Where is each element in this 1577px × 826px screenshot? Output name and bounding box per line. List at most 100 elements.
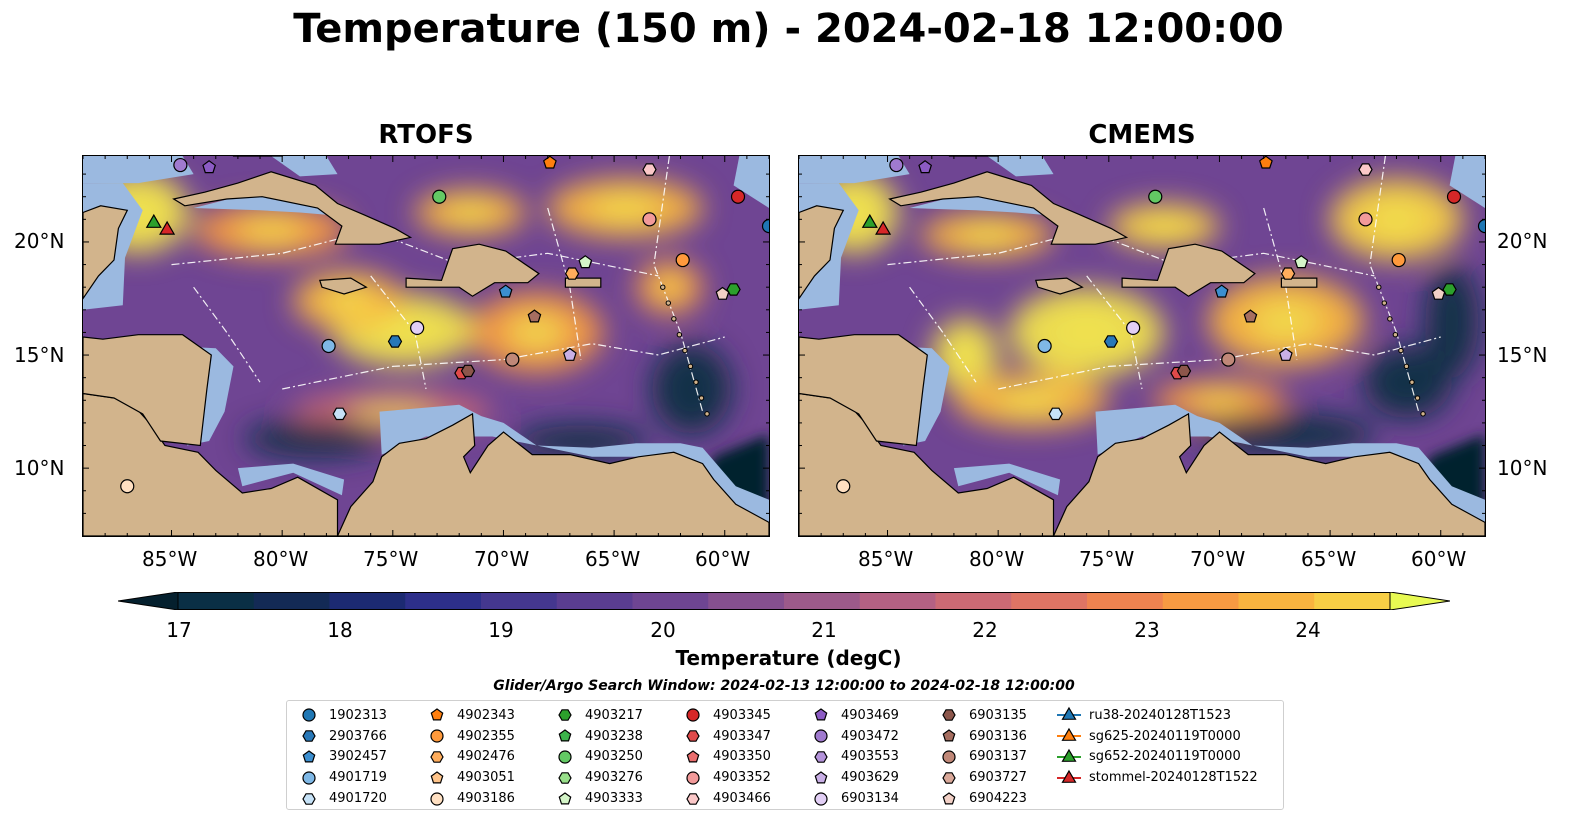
colorbar-segment — [253, 592, 330, 610]
marker-4903333 — [1294, 255, 1309, 269]
legend-label: 4903051 — [457, 770, 515, 786]
legend-float-marker — [942, 750, 956, 764]
legend-label: 6904223 — [969, 791, 1027, 807]
legend-float-marker — [814, 751, 828, 763]
island — [1381, 300, 1388, 306]
legend-glider-marker — [1061, 769, 1077, 783]
legend-float-marker — [558, 729, 572, 742]
legend-label: 6903135 — [969, 707, 1027, 723]
colorbar-segment — [1087, 592, 1164, 610]
colorbar-tick: 17 — [166, 618, 192, 642]
marker-4902476 — [1280, 267, 1296, 280]
land-area — [564, 277, 602, 288]
legend-marker — [1057, 748, 1081, 762]
shelf-area — [83, 156, 194, 184]
legend-marker — [1057, 727, 1081, 742]
island — [698, 395, 705, 401]
shelf-area — [379, 404, 769, 523]
legend-label: 6903137 — [969, 749, 1027, 765]
marker-4903250 — [1148, 189, 1163, 204]
colorbar-tick: 22 — [972, 618, 998, 642]
legend-float-marker — [942, 729, 956, 742]
marker-4903345 — [1446, 189, 1462, 204]
marker-6903134 — [1126, 320, 1141, 336]
legend-label: 4903472 — [841, 728, 899, 744]
legend-marker — [1057, 707, 1081, 721]
legend-column: 4902343 4902355 4902476 4903051 4903186 — [423, 705, 515, 809]
legend-float-marker — [430, 729, 444, 743]
colorbar-under-extend — [117, 591, 179, 611]
legend-item: 4903469 — [807, 705, 899, 726]
legend-item: 4902355 — [423, 726, 515, 747]
legend-label: 4902476 — [457, 749, 515, 765]
colorbar-segment — [329, 592, 406, 610]
legend-column: ru38-20240128T1523 sg625-20240119T0000 sg6… — [1055, 705, 1258, 788]
legend-item: sg625-20240119T0000 — [1055, 726, 1258, 747]
land-area — [318, 277, 368, 295]
legend-label: 4902355 — [457, 728, 515, 744]
legend-item: 4903238 — [551, 726, 643, 747]
legend-item: 3902457 — [295, 747, 387, 768]
lat-tick-left-20: 20°N — [14, 229, 65, 253]
shelf-area — [799, 156, 910, 184]
marker-6903134 — [410, 320, 425, 336]
colorbar-tick: 19 — [488, 618, 514, 642]
lat-tick-right-20: 20°N — [1497, 229, 1548, 253]
legend-marker — [558, 771, 572, 784]
legend-float-marker — [302, 771, 316, 785]
lon-tick-rtofs-65: 65°W — [585, 547, 641, 571]
legend-item: 6903135 — [935, 705, 1027, 726]
legend-marker — [302, 708, 316, 722]
legend-label: 3902457 — [329, 749, 387, 765]
legend-marker — [302, 771, 316, 785]
colorbar-segment — [556, 592, 633, 610]
marker-6903135 — [1176, 364, 1192, 378]
legend-item: stommel-20240128T1522 — [1055, 767, 1258, 788]
legend-marker — [558, 709, 572, 722]
legend-item: 4903350 — [679, 747, 771, 768]
boundary-line — [653, 156, 704, 412]
legend-label: 4903250 — [585, 749, 643, 765]
legend-item: 4903629 — [807, 767, 899, 788]
marker-4903469 — [918, 160, 933, 174]
legend-float-marker — [686, 708, 700, 722]
legend-item: sg652-20240119T0000 — [1055, 747, 1258, 768]
boundary-line — [193, 286, 261, 383]
legend-marker — [942, 709, 956, 722]
legend-label: 4903345 — [713, 707, 771, 723]
marker-4903186 — [836, 479, 851, 494]
legend-item: 4903250 — [551, 747, 643, 768]
colorbar-tick: 18 — [327, 618, 353, 642]
legend-item: 4903466 — [679, 788, 771, 809]
colorbar-segment — [935, 592, 1012, 610]
marker-4902355 — [675, 252, 690, 268]
legend-label: 4903553 — [841, 749, 899, 765]
marker-4903333 — [578, 255, 593, 269]
lon-tick-cmems-60: 60°W — [1411, 547, 1467, 571]
lon-tick-rtofs-60: 60°W — [695, 547, 751, 571]
island — [704, 411, 710, 417]
island — [1420, 411, 1426, 417]
legend-item: 4903472 — [807, 726, 899, 747]
legend-label: stommel-20240128T1522 — [1089, 770, 1258, 786]
legend-item: 4901719 — [295, 767, 387, 788]
island — [660, 284, 666, 290]
legend-label: 2903766 — [329, 728, 387, 744]
legend-float-marker — [302, 708, 316, 722]
colorbar-tick: 21 — [811, 618, 837, 642]
marker-4903472 — [889, 157, 904, 173]
marker-6904223 — [1431, 286, 1446, 300]
marker-2903766 — [1103, 335, 1119, 348]
island — [1414, 395, 1421, 401]
legend-marker — [814, 708, 828, 721]
marker-4903629 — [562, 347, 577, 361]
marker-6903136 — [1243, 309, 1258, 323]
legend-item: 4903347 — [679, 726, 771, 747]
legend: 1902313 2903766 3902457 4901719 4901720 49023… — [286, 700, 1284, 810]
legend-item: 4903345 — [679, 705, 771, 726]
marker-4903345 — [730, 189, 746, 204]
legend-item: 4903553 — [807, 747, 899, 768]
land-area — [1052, 412, 1485, 536]
marker-4903186 — [120, 479, 135, 494]
land-area — [83, 205, 129, 300]
